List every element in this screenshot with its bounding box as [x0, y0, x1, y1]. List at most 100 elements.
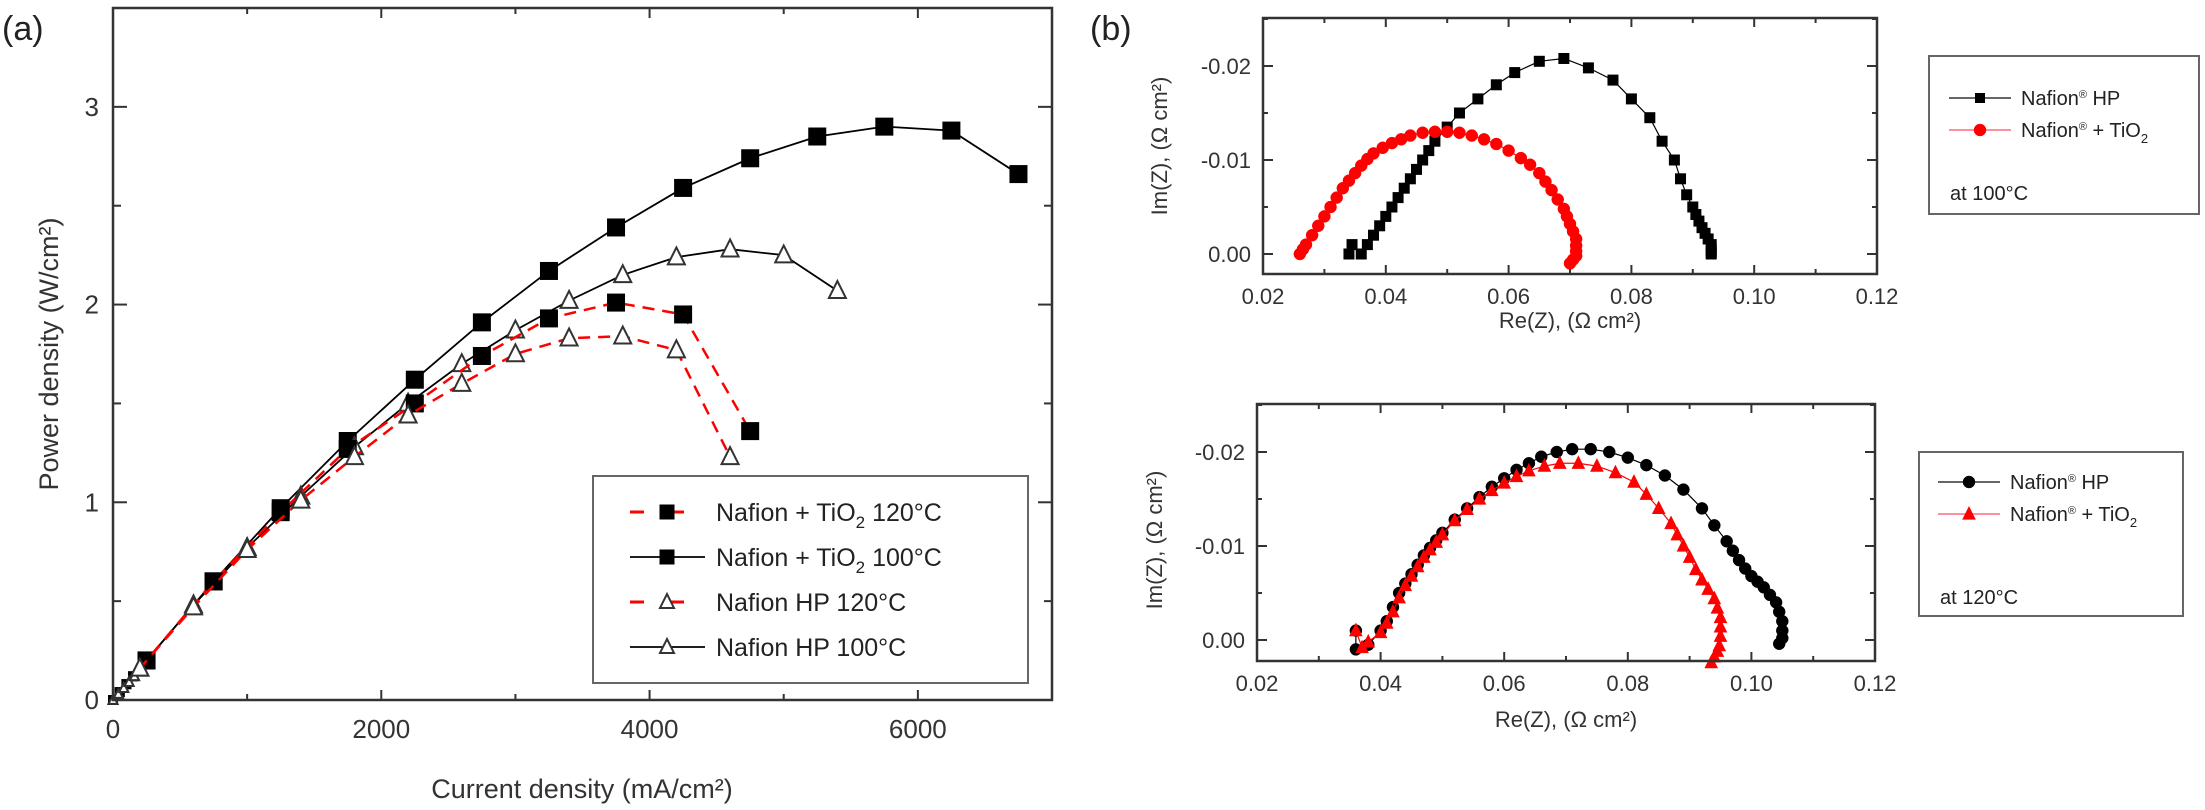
data-point	[773, 243, 794, 264]
y-tick-label: 1	[85, 487, 99, 517]
data-point	[1398, 577, 1413, 592]
data-point	[1627, 474, 1641, 488]
data-point	[1558, 52, 1570, 64]
data-point	[204, 572, 223, 591]
legend-label-tail: 100°C	[865, 544, 942, 572]
panel-b-top-y-axis-title: Im(Z), (Ω cm²)	[1147, 77, 1172, 216]
x-tick-label: 0.08	[1606, 671, 1649, 696]
data-point	[1416, 126, 1429, 139]
data-point	[1392, 192, 1404, 204]
legend-marker	[658, 591, 676, 609]
legend-label: Nafion® + TiO2	[2021, 120, 2148, 146]
data-point	[1386, 201, 1398, 213]
data-point	[1590, 458, 1604, 472]
data-point	[472, 346, 491, 365]
legend-label: Nafion + TiO2 100°C	[716, 544, 942, 577]
panel-b-top-ticks: 0.02 0.04 0.06 0.08 0.10 0.12 0.00 -0.01 -0.02	[1201, 18, 1898, 309]
data-point	[719, 237, 741, 258]
data-point	[1460, 501, 1474, 515]
data-point	[290, 488, 311, 509]
data-point	[1688, 561, 1703, 576]
legend-label-superscript: ®	[2068, 505, 2076, 517]
data-point	[1675, 173, 1687, 185]
data-point	[666, 338, 687, 359]
data-point	[505, 318, 526, 339]
data-point	[1411, 163, 1422, 175]
data-point	[1726, 544, 1740, 557]
y-tick-label: 0	[85, 685, 99, 715]
data-point	[1502, 144, 1515, 157]
data-point	[1368, 229, 1380, 241]
data-point	[1346, 239, 1358, 251]
panel-b-top-x-axis-title: Re(Z), (Ω cm²)	[1499, 308, 1641, 333]
data-point	[1349, 622, 1363, 637]
data-point	[1563, 257, 1577, 270]
legend-label: Nafion® + TiO2	[2010, 504, 2137, 530]
data-point	[451, 371, 472, 392]
data-point	[1533, 55, 1545, 67]
x-tick-label: 6000	[889, 714, 947, 744]
panel-b-bottom-nyquist-chart: 0.02 0.04 0.06 0.08 0.10 0.12 0.00 -0.01 -0.02 R…	[1142, 402, 2184, 732]
data-point	[472, 313, 491, 332]
data-point	[1625, 93, 1637, 105]
legend-marker	[1962, 475, 1976, 489]
data-point	[1533, 166, 1546, 180]
legend-label: Nafion HP 100°C	[716, 634, 906, 662]
panel-b-bottom-x-axis-title: Re(Z), (Ω cm²)	[1495, 707, 1637, 732]
data-point	[1537, 458, 1552, 472]
data-point	[1607, 74, 1619, 86]
series-nafion-tio2	[1293, 125, 1583, 270]
data-point	[1410, 558, 1425, 573]
legend-entry-nafion-tio2: Nafion® + TiO2	[1949, 120, 2148, 146]
data-point	[1701, 581, 1715, 595]
panel-a-x-axis-title: Current density (mA/cm²)	[431, 774, 733, 804]
data-point	[1330, 191, 1343, 204]
y-tick-label: 2	[85, 290, 99, 320]
y-tick-label: 0.00	[1208, 242, 1251, 267]
data-point	[1509, 67, 1521, 79]
legend-marker	[1975, 93, 1985, 103]
legend-entry-nafion-tio2-120c: Nafion + TiO2 120°C	[630, 499, 942, 532]
panel-b-bottom-y-axis-title: Im(Z), (Ω cm²)	[1142, 471, 1167, 610]
data-point	[558, 326, 580, 347]
legend-label-superscript: ®	[2079, 89, 2087, 101]
data-point	[558, 288, 580, 309]
legend-label-main: Nafion	[2010, 472, 2068, 494]
data-point	[741, 149, 760, 168]
panel-a-label: (a)	[2, 10, 44, 48]
data-point	[1361, 633, 1376, 648]
data-point	[344, 444, 365, 466]
series-nafion-hp	[1343, 52, 1717, 260]
data-point	[1440, 125, 1454, 139]
data-point	[875, 117, 894, 136]
panel-a-power-density-chart: (a) 0 2000 4000 6000 0 1 2 3 Current density (m…	[2, 6, 1054, 804]
data-point	[397, 403, 419, 424]
legend-marker	[659, 504, 675, 520]
data-point	[1509, 468, 1524, 483]
data-point	[1656, 135, 1668, 147]
data-point	[405, 370, 424, 389]
data-point	[1772, 637, 1786, 651]
legend-label-main: Nafion HP 100°C	[716, 634, 906, 662]
legend-label-subscript: 2	[2130, 515, 2137, 530]
data-point	[1720, 535, 1733, 548]
data-point	[1582, 62, 1594, 74]
data-point	[1490, 79, 1502, 91]
y-tick-label: 0.00	[1202, 628, 1245, 653]
data-point	[1664, 515, 1678, 530]
data-point	[1386, 603, 1400, 618]
legend-label-main: Nafion	[2010, 504, 2068, 526]
x-tick-label: 0.02	[1236, 671, 1279, 696]
x-tick-label: 4000	[621, 714, 679, 744]
legend-label-tail: 120°C	[865, 499, 942, 527]
data-point	[1423, 541, 1437, 556]
y-tick-label: -0.02	[1195, 440, 1245, 465]
panel-a-ticks: 0 2000 4000 6000 0 1 2 3	[85, 7, 1053, 744]
legend-label: Nafion HP 120°C	[716, 589, 906, 617]
x-tick-label: 2000	[352, 714, 410, 744]
data-point	[1539, 175, 1552, 188]
legend-label-tail: + TiO	[2076, 504, 2130, 526]
y-tick-label: -0.02	[1201, 54, 1251, 79]
data-point	[1682, 549, 1697, 563]
